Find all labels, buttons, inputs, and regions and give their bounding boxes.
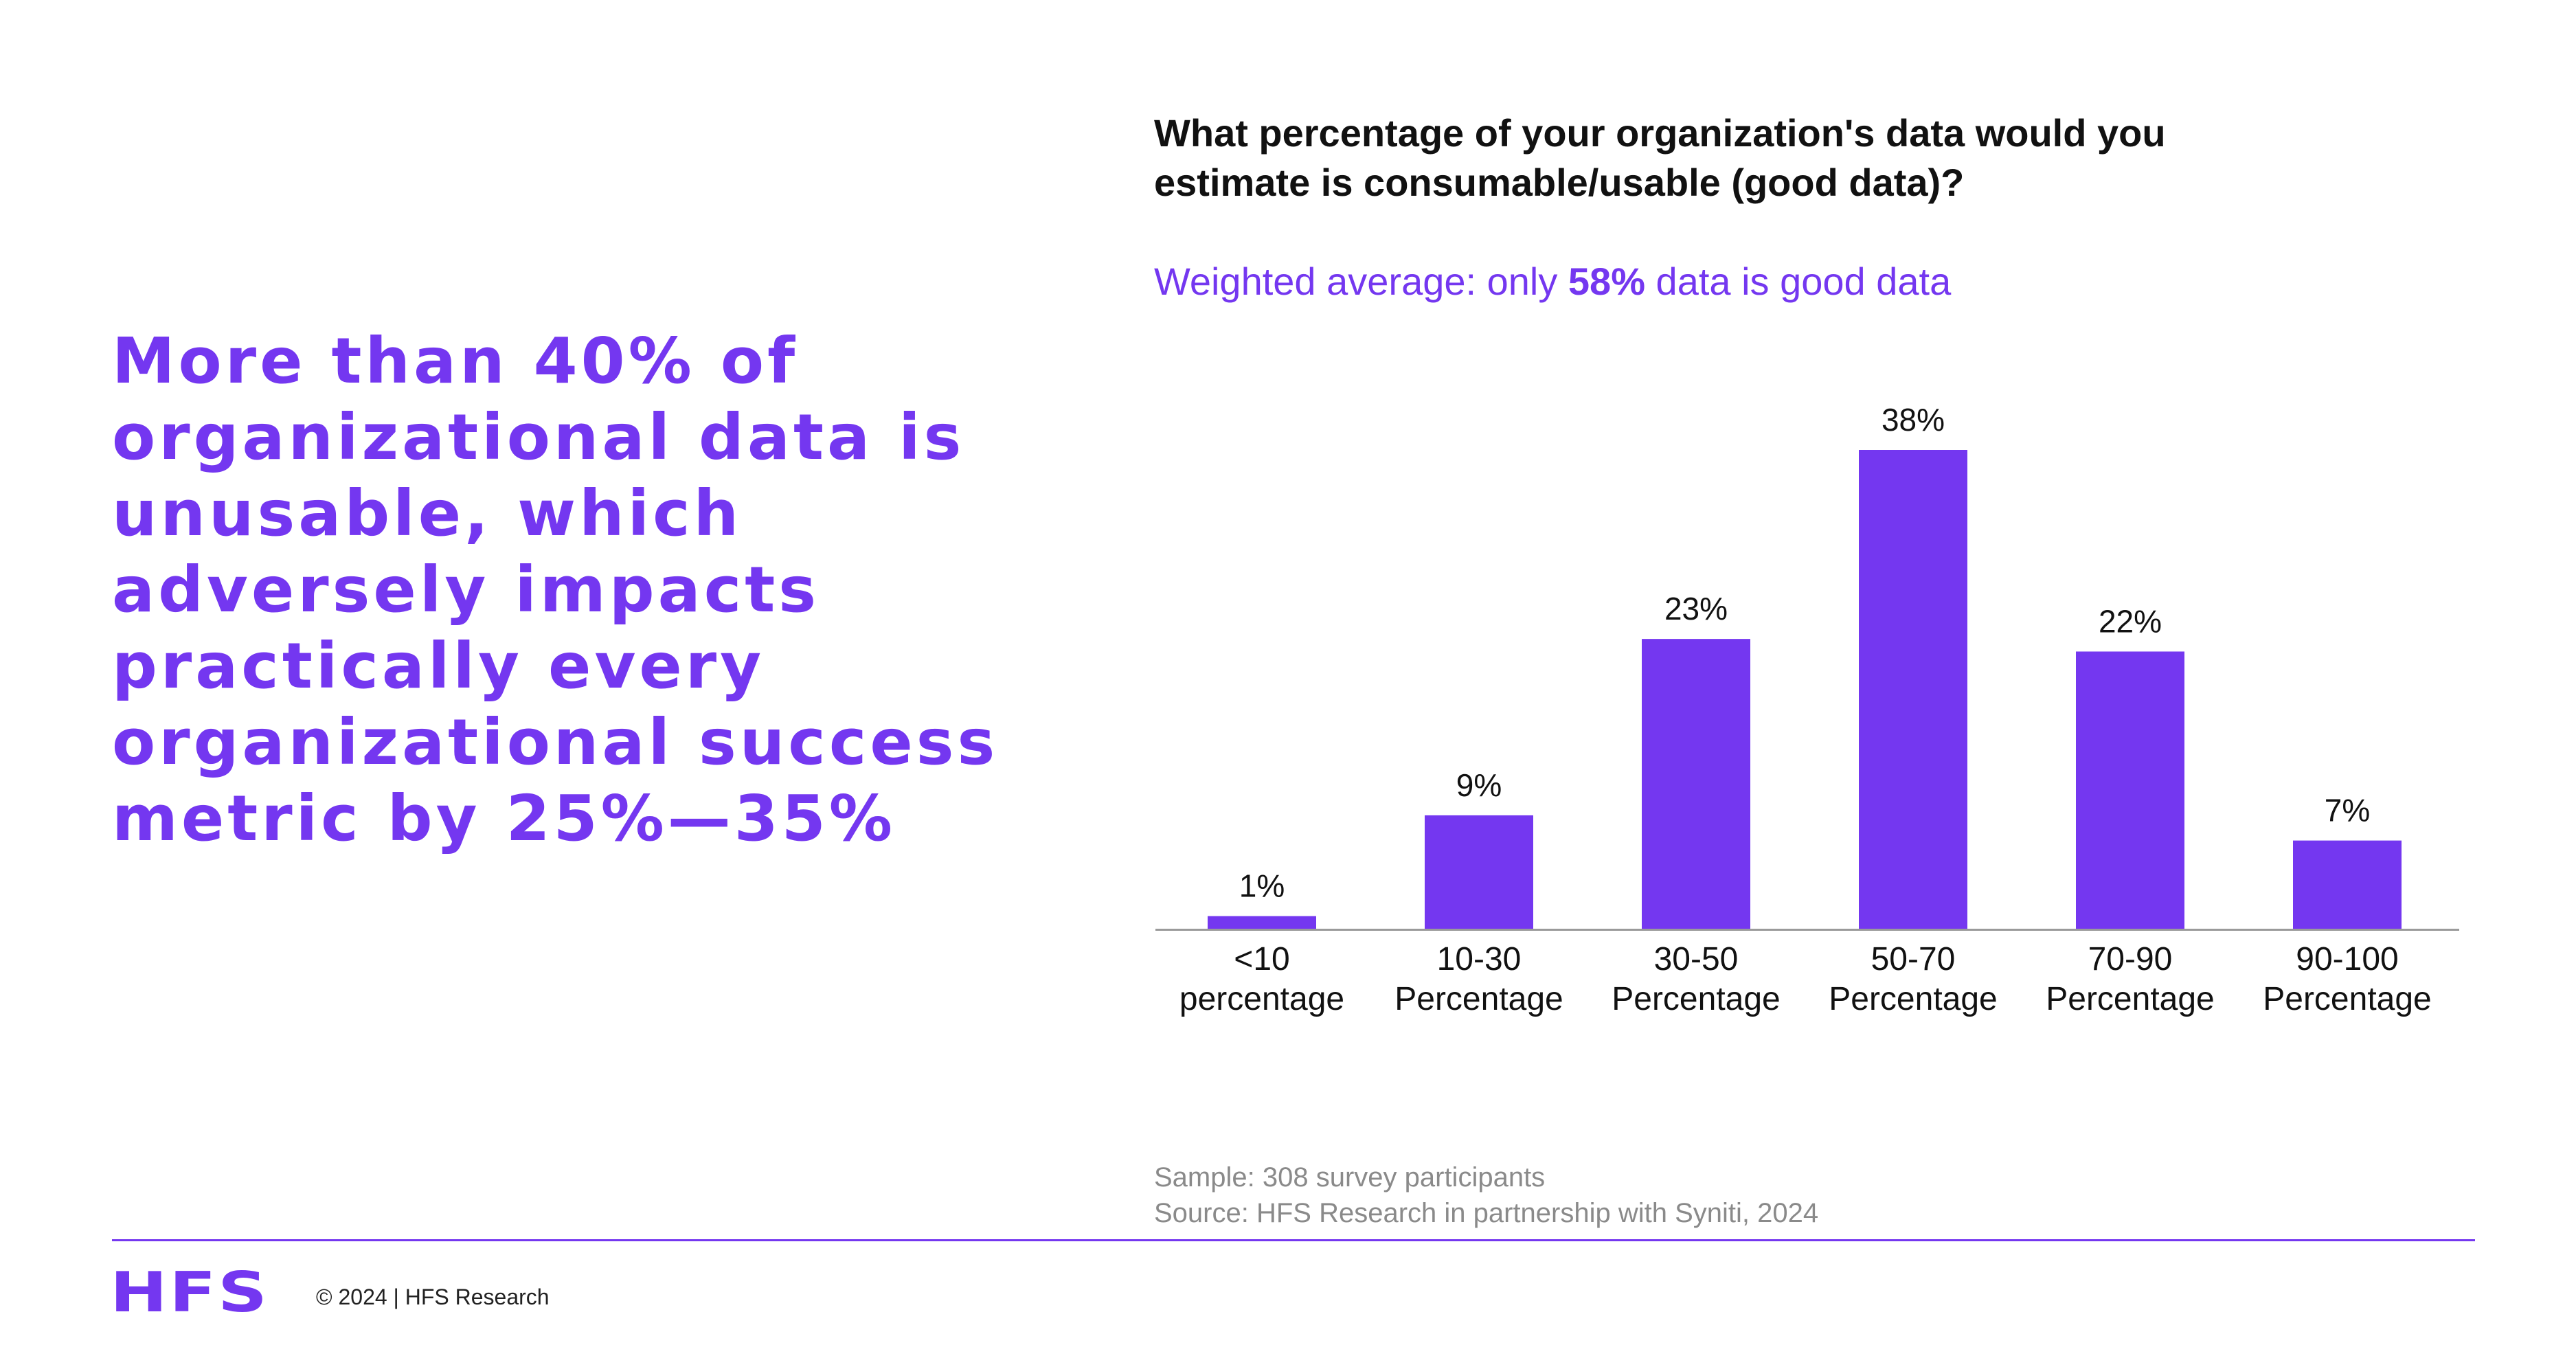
category-label-4-line-0: 70-90: [2088, 941, 2173, 977]
category-label-3-line-0: 50-70: [1871, 941, 1956, 977]
bars-group: [1208, 450, 2402, 929]
value-label-3: 38%: [1882, 402, 1945, 438]
bar-2: [1642, 639, 1750, 929]
category-labels-group: <10 percentage 10-30 Percentage 30-50 Percent…: [1179, 941, 2432, 1017]
category-label-1-line-1: Percentage: [1394, 981, 1563, 1017]
bar-0: [1208, 916, 1316, 929]
weighted-average-note: Weighted average: only 58% data is good …: [1154, 258, 1951, 306]
bar-4: [2076, 651, 2184, 929]
copyright-text: © 2024 | HFS Research: [316, 1285, 550, 1309]
value-labels-group: 1% 9% 23% 38% 22% 7%: [1239, 402, 2370, 904]
value-label-1: 9%: [1456, 767, 1502, 803]
value-label-5: 7%: [2325, 793, 2370, 828]
bar-5: [2293, 840, 2402, 929]
value-label-4: 22%: [2099, 603, 2162, 639]
category-label-5-line-1: Percentage: [2263, 981, 2432, 1017]
bar-1: [1425, 815, 1533, 929]
weighted-average-prefix: Weighted average: only: [1154, 260, 1568, 303]
value-label-2: 23%: [1664, 591, 1728, 626]
chart-notes: Sample: 308 survey participants Source: …: [1154, 1160, 1818, 1231]
category-label-4-line-1: Percentage: [2046, 981, 2215, 1017]
weighted-average-value: 58%: [1568, 260, 1645, 303]
footer-divider: [112, 1239, 2475, 1241]
category-label-5-line-0: 90-100: [2296, 941, 2398, 977]
category-label-0-line-0: <10: [1234, 941, 1289, 977]
category-label-0-line-1: percentage: [1179, 981, 1344, 1017]
category-label-1-line-0: 10-30: [1437, 941, 1522, 977]
headline: More than 40% of organizational data is …: [112, 324, 999, 855]
chart-title: What percentage of your organization's d…: [1154, 111, 2166, 204]
value-label-0: 1%: [1239, 868, 1285, 904]
category-label-3-line-1: Percentage: [1829, 981, 1998, 1017]
source-note: Source: HFS Research in partnership with…: [1154, 1198, 1819, 1228]
category-label-2-line-0: 30-50: [1654, 941, 1739, 977]
bar-3: [1859, 450, 1967, 929]
weighted-average-suffix: data is good data: [1645, 260, 1952, 303]
hfs-logo: HFS: [110, 1261, 269, 1324]
sample-note: Sample: 308 survey participants: [1154, 1162, 1546, 1193]
category-label-2-line-1: Percentage: [1612, 981, 1781, 1017]
